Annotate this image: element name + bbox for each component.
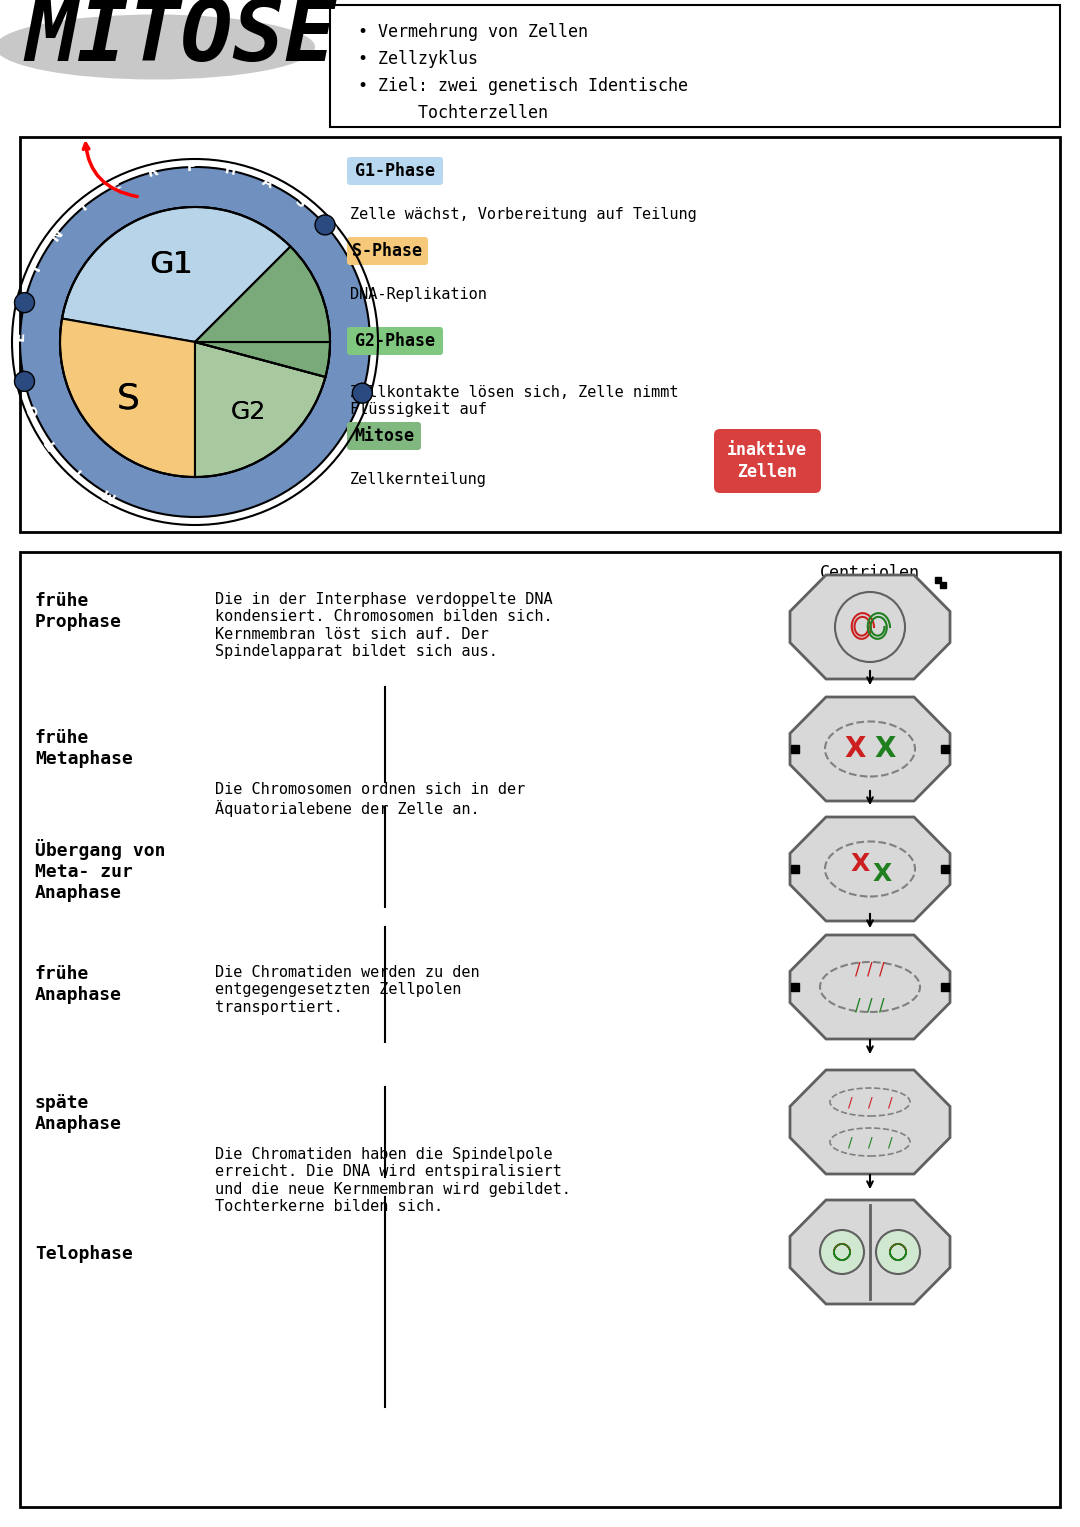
Text: • Ziel: zwei genetisch Identische: • Ziel: zwei genetisch Identische — [338, 76, 688, 95]
Text: /: / — [867, 1135, 873, 1148]
Circle shape — [820, 1231, 864, 1274]
Ellipse shape — [810, 1084, 930, 1121]
Circle shape — [14, 371, 35, 391]
Text: Zellkernteilung: Zellkernteilung — [350, 472, 487, 487]
Text: X: X — [845, 734, 866, 764]
Text: inaktive
Zellen: inaktive Zellen — [727, 441, 807, 481]
Text: Centriolen: Centriolen — [820, 563, 920, 582]
Text: Tochterzellen: Tochterzellen — [338, 104, 548, 122]
Wedge shape — [195, 342, 325, 476]
Text: Zellkontakte lösen sich, Zelle nimmt
Flüssigkeit auf: Zellkontakte lösen sich, Zelle nimmt Flü… — [350, 385, 678, 417]
Text: Die in der Interphase verdoppelte DNA
kondensiert. Chromosomen bilden sich.
Kern: Die in der Interphase verdoppelte DNA ko… — [215, 592, 553, 660]
FancyBboxPatch shape — [21, 551, 1059, 1507]
Text: S-Phase: S-Phase — [352, 241, 422, 260]
Wedge shape — [195, 246, 330, 342]
Text: G2-Phase: G2-Phase — [355, 331, 435, 350]
Text: /: / — [888, 1135, 892, 1148]
Text: T: T — [43, 435, 60, 450]
Text: /: / — [867, 960, 873, 977]
Text: G1: G1 — [149, 250, 192, 279]
Text: H: H — [224, 162, 238, 179]
FancyBboxPatch shape — [347, 421, 421, 450]
Circle shape — [21, 166, 370, 518]
Text: E: E — [109, 177, 124, 194]
Text: /: / — [855, 996, 861, 1014]
Text: Die Chromosomen ordnen sich in der
Äquatorialebene der Zelle an.: Die Chromosomen ordnen sich in der Äquat… — [215, 782, 525, 817]
Text: MITOSE: MITOSE — [25, 0, 336, 78]
Text: /: / — [848, 1095, 852, 1109]
Circle shape — [14, 293, 35, 313]
Wedge shape — [60, 319, 195, 476]
Text: • Zellzyklus: • Zellzyklus — [338, 50, 478, 69]
FancyBboxPatch shape — [347, 327, 443, 354]
Text: /: / — [848, 1135, 852, 1148]
Wedge shape — [60, 319, 195, 476]
Text: /: / — [855, 960, 861, 977]
PathPatch shape — [789, 696, 950, 802]
Text: Mitose: Mitose — [354, 428, 414, 444]
Circle shape — [315, 215, 335, 235]
Text: Übergang von
Meta- zur
Anaphase: Übergang von Meta- zur Anaphase — [35, 838, 165, 901]
Text: frühe
Anaphase: frühe Anaphase — [35, 965, 122, 1003]
Text: Die Chromatiden haben die Spindelpole
erreicht. Die DNA wird entspiralisiert
und: Die Chromatiden haben die Spindelpole er… — [215, 1147, 571, 1214]
Wedge shape — [62, 208, 291, 342]
Text: S: S — [15, 368, 30, 380]
FancyBboxPatch shape — [347, 237, 428, 266]
Text: /: / — [879, 996, 885, 1014]
Wedge shape — [195, 342, 330, 377]
Wedge shape — [195, 246, 330, 342]
Text: späte
Anaphase: späte Anaphase — [35, 1093, 122, 1133]
Text: X: X — [875, 734, 895, 764]
Text: /: / — [867, 1095, 873, 1109]
Text: Die Chromatiden werden zu den
entgegengesetzten Zellpolen
transportiert.: Die Chromatiden werden zu den entgegenge… — [215, 965, 480, 1015]
Text: /: / — [888, 1095, 892, 1109]
PathPatch shape — [789, 935, 950, 1038]
Circle shape — [352, 383, 373, 403]
Text: E: E — [321, 221, 337, 238]
Ellipse shape — [810, 1124, 930, 1161]
Text: /: / — [867, 996, 873, 1014]
Text: R: R — [146, 163, 160, 180]
PathPatch shape — [789, 576, 950, 680]
Text: DNA-Replikation: DNA-Replikation — [350, 287, 487, 302]
Text: S: S — [293, 194, 309, 211]
FancyBboxPatch shape — [347, 157, 443, 185]
Text: I: I — [29, 263, 44, 273]
Wedge shape — [195, 342, 330, 377]
Text: X: X — [873, 863, 892, 886]
Text: M: M — [98, 484, 117, 502]
Text: N: N — [48, 226, 66, 244]
Text: • Vermehrung von Zellen: • Vermehrung von Zellen — [338, 23, 588, 41]
Text: T: T — [76, 199, 92, 215]
Text: /: / — [879, 960, 885, 977]
FancyBboxPatch shape — [714, 429, 821, 493]
Text: Telophase: Telophase — [35, 1245, 133, 1263]
Text: X: X — [850, 852, 869, 876]
Text: frühe
Prophase: frühe Prophase — [35, 592, 122, 631]
Text: frühe
Metaphase: frühe Metaphase — [35, 728, 133, 768]
Text: G2: G2 — [231, 400, 266, 423]
Circle shape — [876, 1231, 920, 1274]
Text: G2: G2 — [230, 400, 266, 425]
Text: Zelle wächst, Vorbereitung auf Teilung: Zelle wächst, Vorbereitung auf Teilung — [350, 208, 697, 221]
Text: P: P — [187, 160, 197, 174]
PathPatch shape — [789, 1070, 950, 1174]
Ellipse shape — [0, 14, 315, 79]
Text: S: S — [117, 382, 139, 415]
Text: O: O — [25, 402, 42, 418]
Text: A: A — [259, 174, 275, 191]
Text: S: S — [117, 382, 139, 415]
Text: I: I — [70, 464, 83, 478]
FancyBboxPatch shape — [330, 5, 1059, 127]
FancyBboxPatch shape — [21, 137, 1059, 531]
Text: G1: G1 — [150, 250, 193, 279]
Text: E: E — [13, 331, 27, 341]
Wedge shape — [195, 342, 325, 476]
Text: G1-Phase: G1-Phase — [355, 162, 435, 180]
PathPatch shape — [789, 817, 950, 921]
PathPatch shape — [789, 1200, 950, 1304]
Wedge shape — [62, 208, 291, 342]
